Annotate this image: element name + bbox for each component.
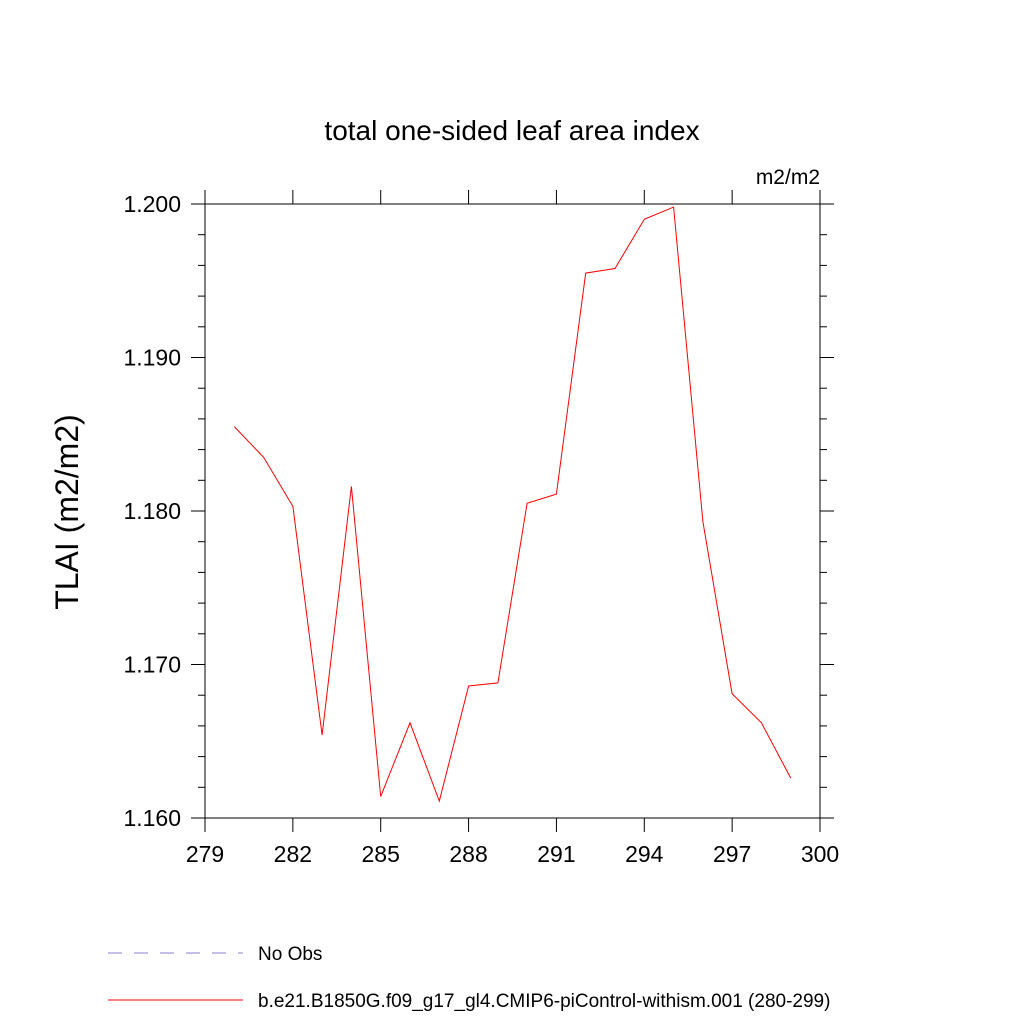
x-tick-label: 279 bbox=[186, 841, 224, 867]
series-layer bbox=[233, 206, 792, 803]
legend-label: No Obs bbox=[258, 944, 322, 965]
legend: No Obs b.e21.B1850G.f09_g17_gl4.CMIP6-piC… bbox=[108, 944, 830, 1012]
y-axis-label: TLAI (m2/m2) bbox=[49, 414, 85, 610]
x-tick-label: 288 bbox=[449, 841, 487, 867]
x-tick-label: 282 bbox=[274, 841, 312, 867]
y-tick-label: 1.200 bbox=[123, 191, 181, 217]
units-label: m2/m2 bbox=[756, 166, 820, 189]
x-tick-label: 294 bbox=[625, 841, 664, 867]
y-tick-label: 1.160 bbox=[123, 805, 181, 831]
y-tick-label: 1.190 bbox=[123, 345, 181, 371]
y-tick-label: 1.170 bbox=[123, 652, 181, 678]
x-tick-label: 300 bbox=[801, 841, 839, 867]
legend-label: b.e21.B1850G.f09_g17_gl4.CMIP6-piControl… bbox=[258, 991, 830, 1012]
x-tick-label: 297 bbox=[713, 841, 751, 867]
y-tick-label: 1.180 bbox=[123, 498, 181, 524]
ticks-layer: 279 282 285 288 291 294 297 300 1.160 1.170 1.180 1… bbox=[123, 190, 839, 867]
x-tick-label: 285 bbox=[362, 841, 400, 867]
x-tick-label: 291 bbox=[537, 841, 575, 867]
series-line-1 bbox=[233, 206, 792, 803]
chart-title: total one-sided leaf area index bbox=[324, 115, 699, 146]
plot-frame bbox=[204, 203, 821, 819]
